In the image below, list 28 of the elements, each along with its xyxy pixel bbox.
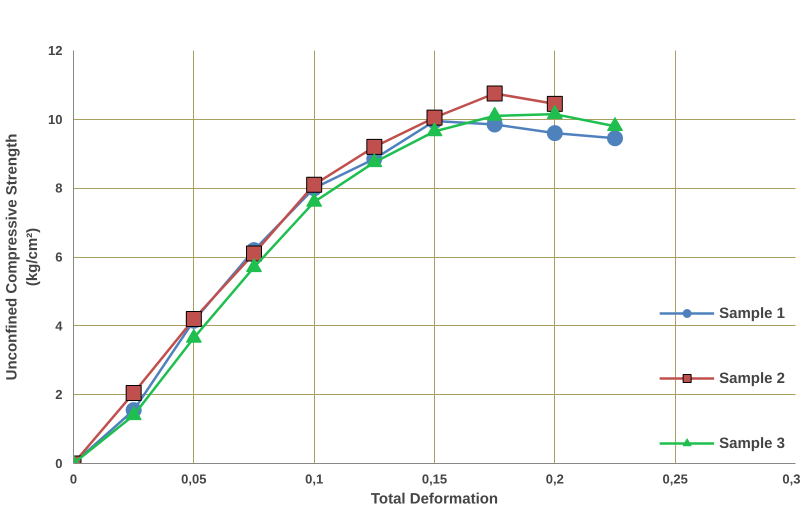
y-tick-label: 0 — [55, 456, 63, 471]
y-tick-label: 6 — [55, 250, 63, 264]
y-tick-label: 12 — [48, 43, 63, 58]
point — [126, 406, 142, 420]
point — [126, 384, 142, 401]
point — [426, 110, 442, 126]
y-tick-label: 8 — [55, 180, 63, 196]
point — [546, 125, 563, 142]
x-tick-label: 0,05 — [181, 472, 206, 486]
point — [607, 130, 623, 146]
y-tick-label: 10 — [48, 112, 63, 127]
x-tick-label: 0 — [70, 472, 78, 486]
point — [246, 246, 262, 262]
point — [486, 86, 503, 102]
x-tick-label: 0,3 — [782, 472, 801, 486]
legend-label: Sample 2 — [719, 370, 785, 386]
y-tick-label: 2 — [55, 387, 63, 402]
y-tick-label: 4 — [55, 318, 64, 334]
y-axis-title: Unconfined Compressive Strength (kg/cm²) — [4, 134, 42, 380]
x-tick-label: 0,1 — [305, 472, 324, 486]
x-tick-label: 0,25 — [662, 472, 688, 486]
x-tick-label: 0,2 — [546, 472, 564, 486]
point — [186, 328, 202, 343]
x-tick-label: 0,15 — [422, 472, 448, 486]
x-axis-title: Total Deformation — [370, 490, 498, 508]
point — [366, 138, 382, 155]
legend-label: Sample 1 — [719, 304, 785, 322]
legend-label: Sample 3 — [719, 434, 785, 452]
